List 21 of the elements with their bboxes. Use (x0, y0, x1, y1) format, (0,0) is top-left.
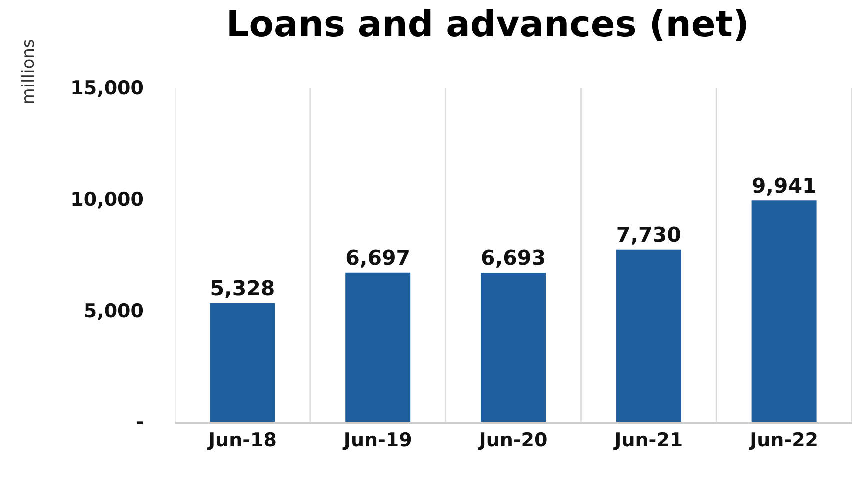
bar (346, 272, 411, 422)
y-tick-label: 5,000 (84, 300, 144, 322)
data-label: 9,941 (752, 174, 817, 198)
bar (752, 200, 817, 422)
bar (210, 303, 276, 422)
data-label: 7,730 (616, 222, 682, 247)
data-label: 6,693 (481, 246, 546, 270)
x-tick-label: Jun-21 (612, 430, 684, 452)
chart-title: Loans and advances (net) (226, 4, 750, 46)
y-tick-label: - (136, 412, 144, 434)
x-tick-label: Jun-19 (342, 430, 412, 452)
bar (481, 272, 546, 422)
x-tick-label: Jun-22 (748, 430, 819, 452)
y-tick-label: 15,000 (70, 78, 144, 100)
y-axis-title: millions (19, 39, 40, 105)
data-label: 5,328 (210, 276, 276, 300)
y-tick-label: 10,000 (70, 188, 144, 211)
x-tick-label: Jun-18 (206, 430, 277, 452)
bar (616, 250, 682, 422)
data-label: 6,697 (346, 246, 411, 270)
x-tick-label: Jun-20 (477, 430, 548, 452)
